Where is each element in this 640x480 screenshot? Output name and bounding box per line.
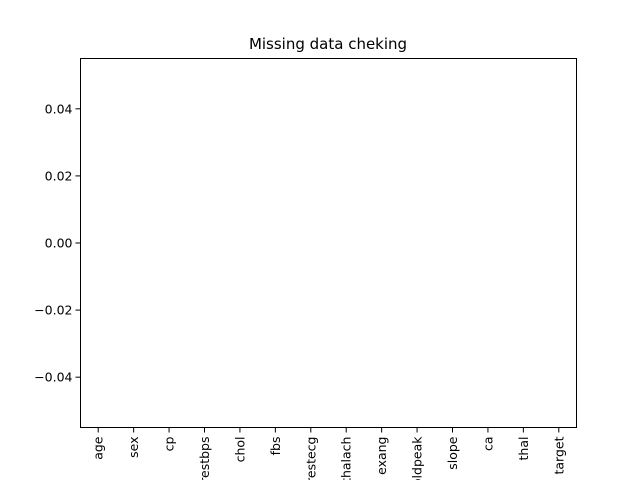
x-tick-label: trestbps — [197, 437, 212, 480]
x-tick-label: ca — [480, 437, 495, 452]
x-tick-label: restecg — [303, 437, 318, 480]
y-tick-label: −0.02 — [34, 303, 72, 318]
x-tick-label: chol — [232, 437, 247, 463]
x-tick-label: age — [91, 436, 106, 460]
chart-title: Missing data cheking — [249, 35, 407, 53]
y-tick-label: 0.04 — [45, 101, 73, 116]
x-tick-label: exang — [374, 437, 389, 475]
x-tick-label: fbs — [268, 437, 283, 456]
y-tick-label: −0.04 — [34, 370, 72, 385]
x-tick-label: sex — [126, 437, 141, 458]
x-tick-label: oldpeak — [410, 436, 425, 480]
plot-frame — [80, 58, 577, 428]
y-tick-label: 0.00 — [45, 236, 73, 251]
y-axis: −0.04 −0.02 0.00 0.02 0.04 — [34, 101, 81, 385]
x-tick-label: thal — [516, 437, 531, 461]
x-axis: age sex cp trestbps chol fbs restecg thalach exa… — [91, 427, 566, 480]
x-tick-label: target — [551, 436, 566, 474]
x-tick-label: thalach — [339, 437, 354, 480]
x-tick-label: cp — [162, 436, 177, 451]
y-tick-label: 0.02 — [45, 168, 73, 183]
x-tick-label: slope — [445, 436, 460, 470]
